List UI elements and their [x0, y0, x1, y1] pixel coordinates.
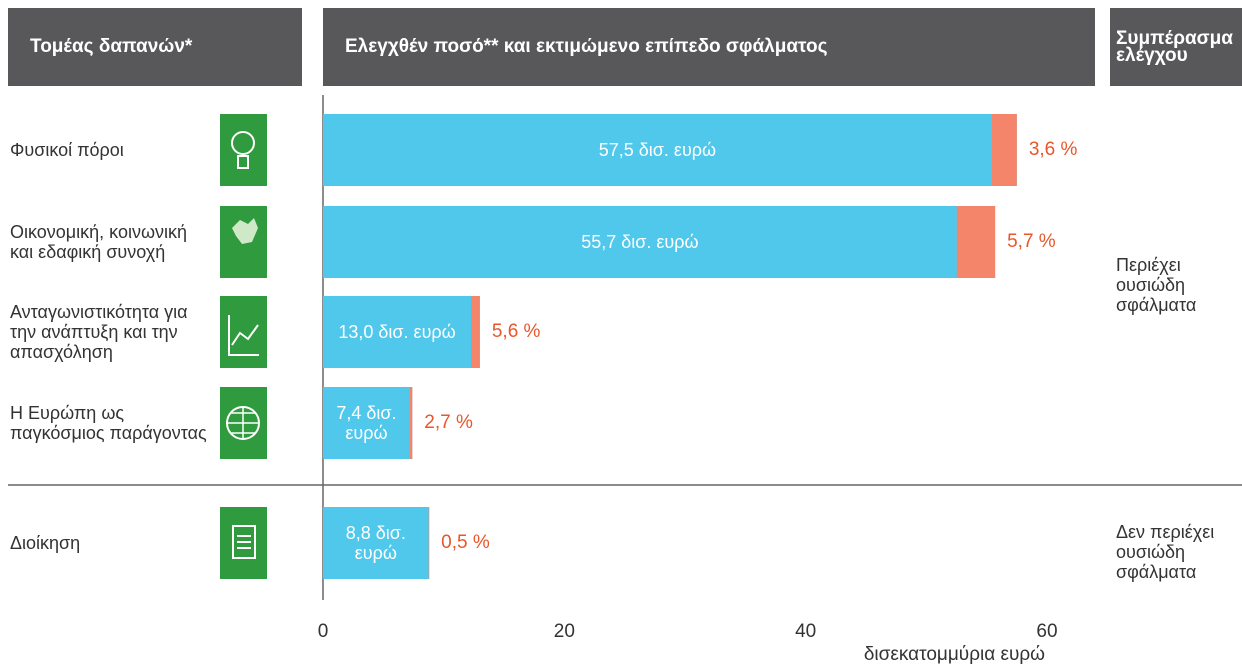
icon: [220, 296, 267, 368]
value-label: 13,0 δισ. ευρώ: [338, 322, 456, 342]
category-label: Φυσικοί πόροι: [10, 140, 124, 160]
error-label: 5,6 %: [491, 321, 541, 342]
value-label: 57,5 δισ. ευρώ: [598, 140, 717, 160]
error-bar: [471, 296, 480, 368]
conclusion: Περιέχει ουσιώδη σφάλματα: [1116, 255, 1197, 315]
category-label: Η Ευρώπη ως παγκόσμιος παράγοντας: [10, 403, 207, 443]
amount-bar: [323, 387, 413, 459]
amount-bar: [323, 206, 996, 278]
error-bar: [428, 507, 430, 579]
x-tick-label: 60: [1036, 621, 1057, 642]
icon-glyph: [237, 155, 249, 169]
column-header: Ελεγχθέν ποσό** και εκτιμώμενο επίπεδο σ…: [323, 8, 1095, 86]
value-label: 7,4 δισ. ευρώ: [336, 403, 397, 443]
amount-bar: [323, 296, 480, 368]
category-label: Διοίκηση: [10, 533, 81, 553]
error-label: 0,5 %: [441, 532, 490, 553]
error-label: 5,7 %: [1007, 231, 1056, 252]
icons: [220, 114, 267, 579]
category-label: Ανταγωνιστικότητα για την ανάπτυξη και τ…: [10, 302, 188, 362]
x-tick-label: 40: [795, 621, 816, 642]
icon-glyph: [237, 535, 251, 549]
error-label: 2,7 %: [424, 412, 473, 433]
error-bar: [409, 387, 413, 459]
error-bar: [991, 114, 1017, 186]
x-tick-label: 20: [554, 621, 575, 642]
icon-glyph: [232, 525, 256, 559]
value-label: 8,8 δισ. ευρώ: [345, 523, 406, 563]
error-bar: [956, 206, 996, 278]
column-header: Συμπέρασμα ελέγχου: [1110, 8, 1242, 86]
icon-glyph: [231, 131, 255, 155]
icon: [220, 114, 267, 186]
amount-bar: [323, 507, 430, 579]
amount-bar: [323, 114, 1017, 186]
x-axis-label: δισεκατομμύρια ευρώ: [864, 644, 1045, 665]
value-label: 55,7 δισ. ευρώ: [581, 232, 699, 252]
conclusion: Δεν περιέχει ουσιώδη σφάλματα: [1116, 522, 1215, 582]
error-label: 3,6 %: [1028, 139, 1078, 160]
icon-glyph: [228, 315, 259, 356]
icon-glyph: [232, 218, 258, 244]
x-tick-label: 0: [318, 621, 329, 642]
column-header: Τομέας δαπανών*: [8, 8, 302, 86]
category-label: Οικονομική, κοινωνική και εδαφική συνοχή: [10, 222, 188, 262]
icon-glyph: [227, 407, 259, 439]
